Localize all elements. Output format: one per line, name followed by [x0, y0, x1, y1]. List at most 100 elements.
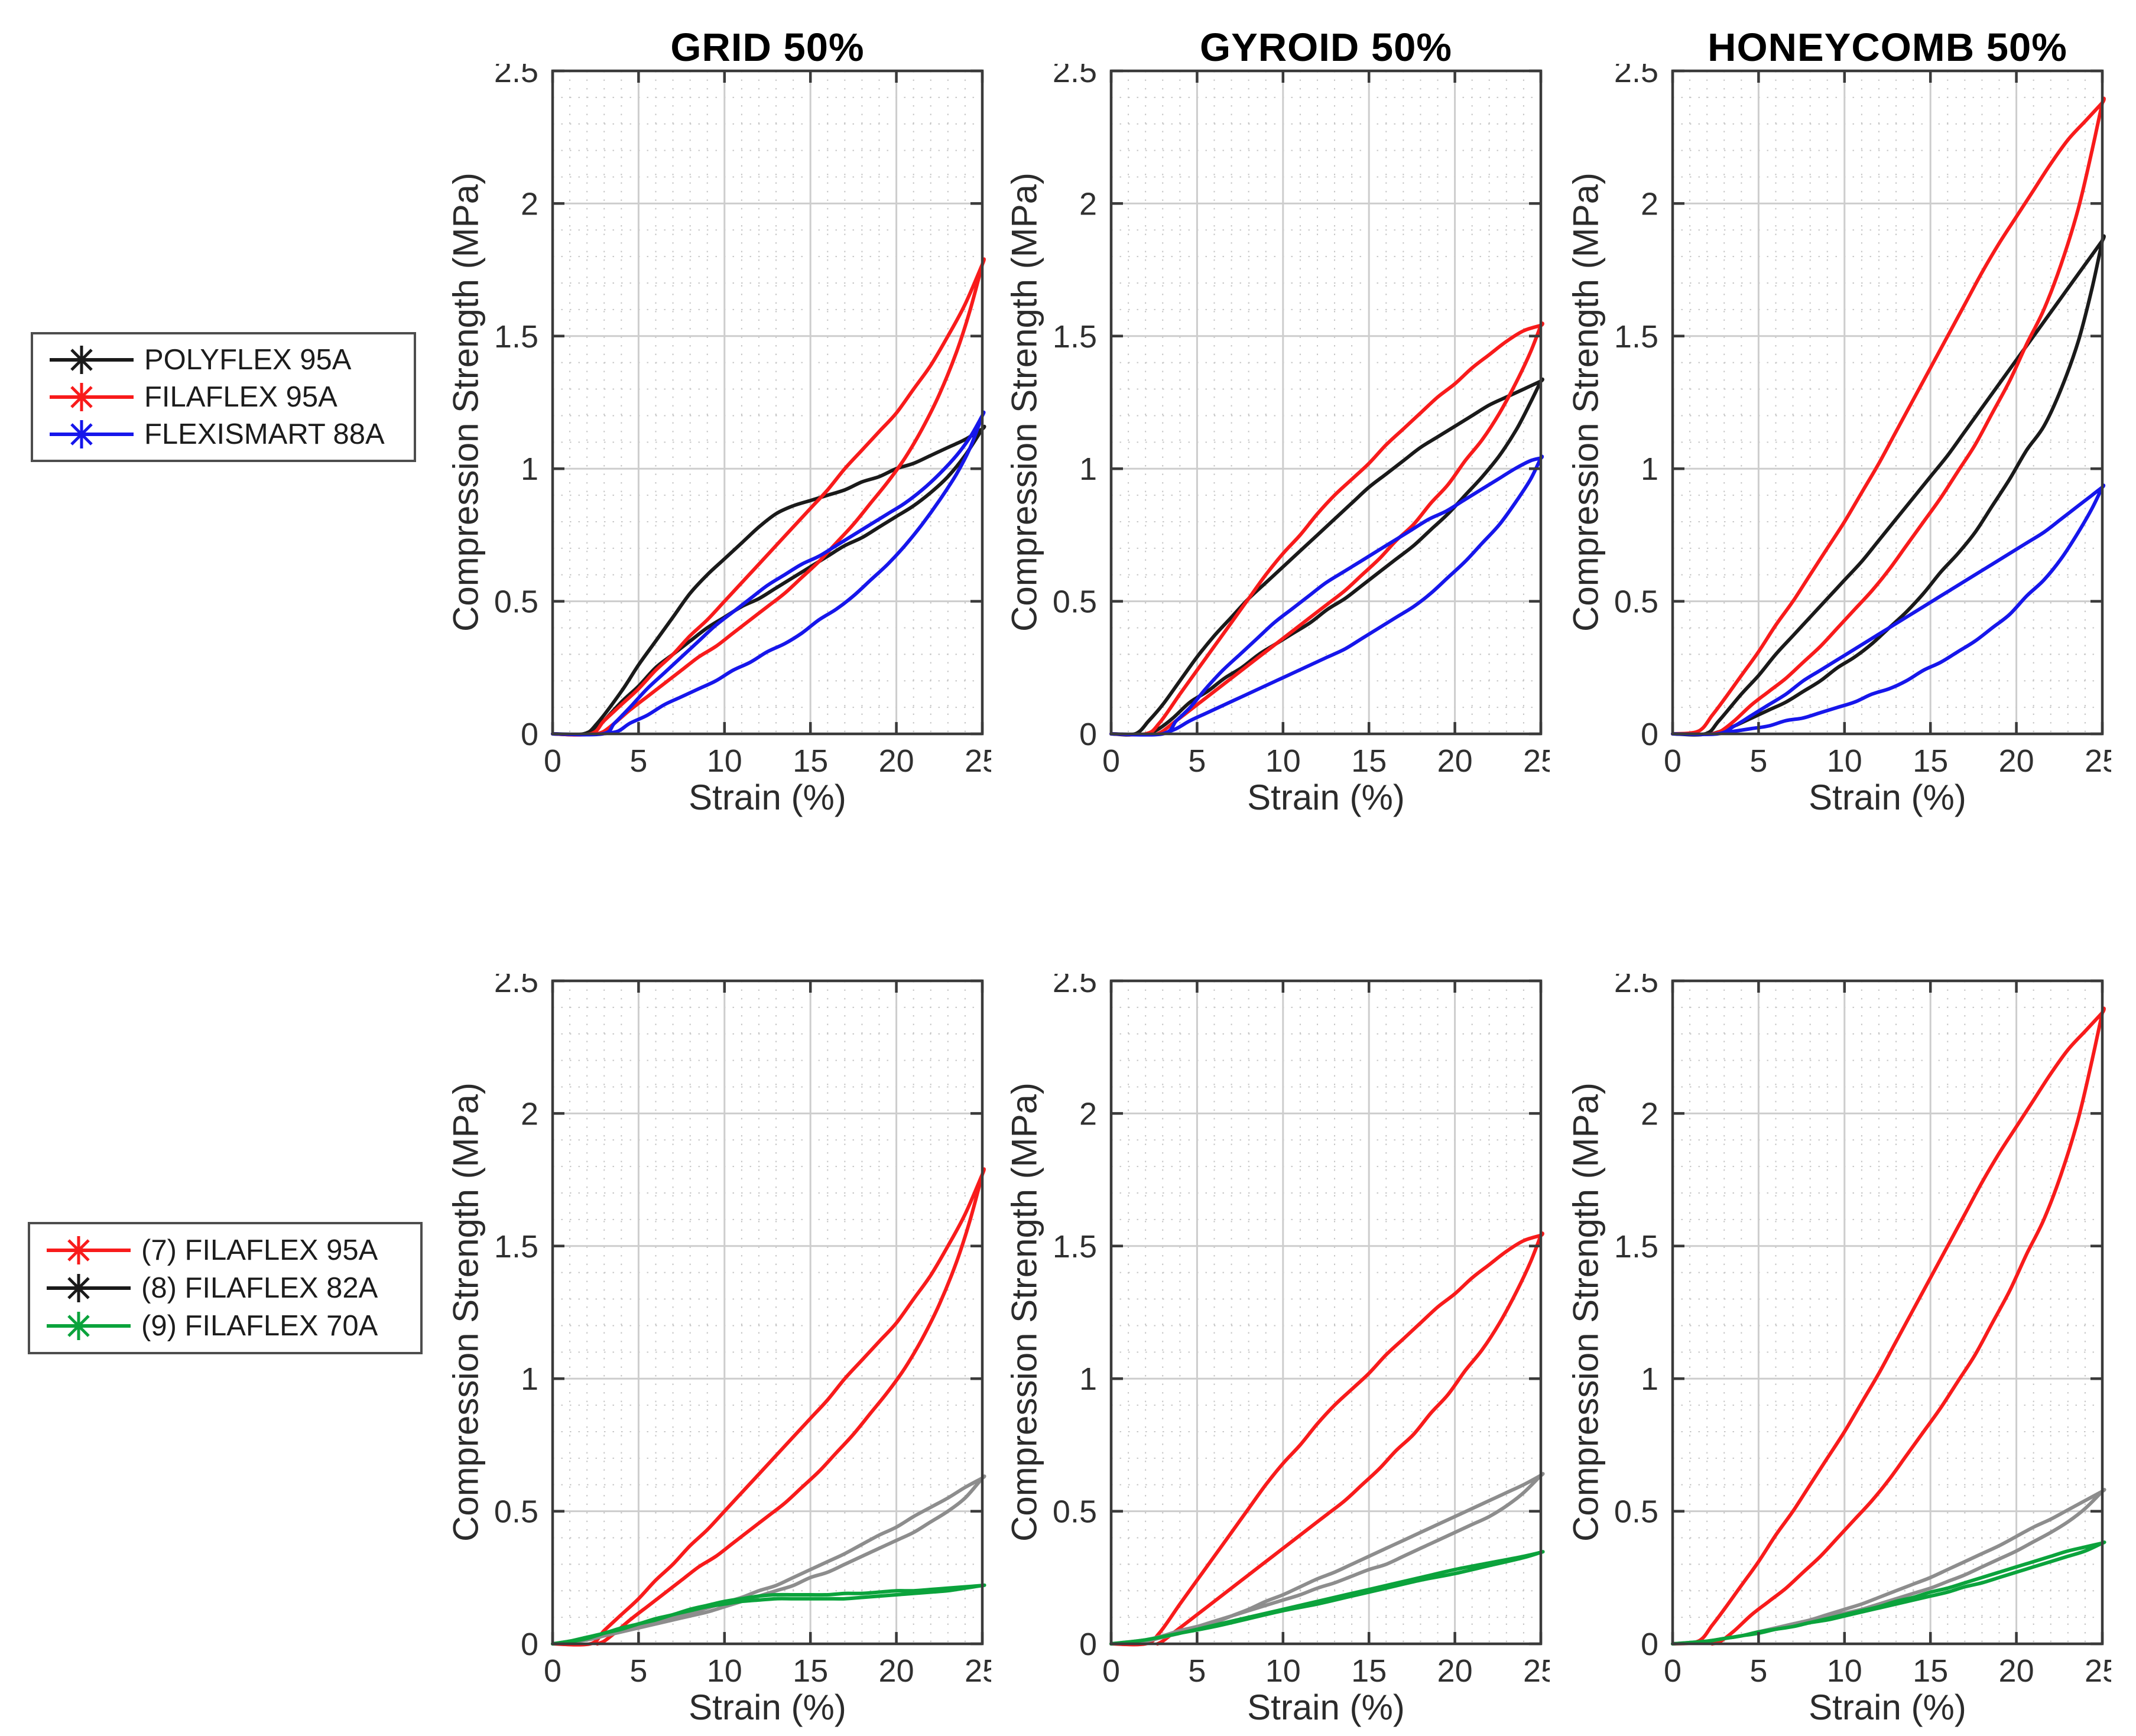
axes-frame	[551, 69, 984, 736]
tick-labels: 0 5 10 15 20 25 0 0.5 1 1.5 2 2.5	[494, 974, 991, 1689]
y-tick-label: 2.5	[1614, 974, 1658, 999]
legend-materials-bottom: (7) FILAFLEX 95A (8) FILAFLEX 82A (9) FI…	[28, 1222, 423, 1354]
x-tick-label: 20	[1437, 743, 1473, 779]
y-tick-label: 0	[521, 1627, 538, 1662]
star-marker-icon	[50, 382, 134, 411]
y-tick-label: 0.5	[1053, 584, 1097, 620]
y-tick-label: 0	[1079, 717, 1097, 752]
grid-major	[553, 981, 982, 1644]
x-tick-label: 10	[707, 743, 742, 779]
x-tick-label: 10	[1827, 1653, 1862, 1689]
y-tick-label: 1	[1079, 1361, 1097, 1397]
chart-gyroid-50-bottom: 0 5 10 15 20 25 0 0.5 1 1.5 2 2.5 Compression Stren…	[952, 974, 1550, 1736]
y-tick-label: 2	[1079, 1096, 1097, 1132]
y-axis-label: Compression Strength (MPa)	[1004, 1082, 1044, 1542]
plot-canvas: 0 5 10 15 20 25 0 0.5 1 1.5 2 2.5	[494, 974, 991, 1689]
grid-minor	[553, 71, 982, 734]
x-tick-label: 0	[1664, 743, 1681, 779]
chart-honeycomb-50-bottom: 0 5 10 15 20 25 0 0.5 1 1.5 2 2.5 Compression Stren…	[1513, 974, 2112, 1736]
chart-title: HONEYCOMB 50%	[1707, 25, 2067, 70]
y-axis-label: Compression Strength (MPa)	[1566, 1082, 1606, 1542]
grid-minor	[1673, 71, 2102, 734]
x-tick-label: 5	[629, 1653, 647, 1689]
y-tick-label: 1	[1641, 1361, 1658, 1397]
series-filaflex-95a	[1671, 96, 2106, 736]
x-axis-label: Strain (%)	[1809, 778, 1966, 817]
x-tick-label: 25	[2085, 743, 2111, 779]
x-tick-label: 5	[1749, 1653, 1767, 1689]
series-filaflex-95a	[1109, 321, 1544, 737]
x-tick-label: 15	[1351, 1653, 1387, 1689]
star-marker-icon	[50, 346, 134, 375]
chart-grid-50-top: GRID 50% 0 5 10 15 20 25 0 0.5 1 1.5 2 2.5 Compress…	[393, 25, 992, 826]
grid-major	[1673, 981, 2102, 1644]
x-tick-label: 0	[1102, 1653, 1120, 1689]
y-tick-label: 0	[1079, 1627, 1097, 1662]
grid-minor	[1673, 981, 2102, 1644]
y-tick-label: 0.5	[494, 1494, 538, 1530]
legend-item: POLYFLEX 95A	[38, 342, 409, 378]
y-tick-label: 1.5	[1614, 319, 1658, 355]
grid-minor	[1111, 981, 1541, 1644]
legend-item-label: FLEXISMART 88A	[144, 418, 385, 450]
y-tick-label: 0	[521, 717, 538, 752]
x-tick-label: 10	[1827, 743, 1862, 779]
legend-item-label: POLYFLEX 95A	[144, 344, 352, 376]
x-tick-label: 20	[1437, 1653, 1473, 1689]
chart-gyroid-50-top: GYROID 50% 0 5 10 15 20 25 0 0.5 1 1.5 2 2.5 Compre…	[952, 25, 1550, 826]
grid-major	[1111, 981, 1541, 1644]
star-marker-icon	[50, 420, 134, 448]
y-tick-label: 1.5	[1614, 1229, 1658, 1264]
x-tick-label: 25	[1523, 1653, 1550, 1689]
axes-frame	[1671, 979, 2104, 1646]
legend-item-label: (7) FILAFLEX 95A	[141, 1234, 378, 1266]
legend-item: FLEXISMART 88A	[38, 416, 409, 453]
y-tick-label: 2.5	[1614, 64, 1658, 89]
y-axis-label: Compression Strength (MPa)	[446, 173, 486, 632]
series-flexismart-88a	[1109, 454, 1544, 737]
legend-item: FILAFLEX 95A	[38, 379, 409, 415]
grid-major	[1111, 71, 1541, 734]
x-tick-label: 25	[1523, 743, 1550, 779]
chart-grid-50-bottom: 0 5 10 15 20 25 0 0.5 1 1.5 2 2.5 Compression Stren…	[393, 974, 992, 1736]
x-tick-label: 0	[544, 1653, 561, 1689]
y-tick-label: 0	[1641, 1627, 1658, 1662]
y-tick-label: 2.5	[1053, 64, 1097, 89]
x-tick-label: 10	[707, 1653, 742, 1689]
y-tick-label: 0.5	[1053, 1494, 1097, 1530]
grid-minor	[553, 981, 982, 1644]
x-tick-label: 15	[793, 1653, 828, 1689]
legend-item-label: (9) FILAFLEX 70A	[141, 1310, 378, 1342]
y-tick-label: 2.5	[494, 974, 538, 999]
legend-materials-top: POLYFLEX 95A FILAFLEX 95A FLEXISMART 88A	[31, 332, 416, 462]
x-tick-label: 10	[1265, 743, 1301, 779]
series-8-filaflex-82a	[1109, 1472, 1545, 1646]
y-axis-label: Compression Strength (MPa)	[1004, 173, 1044, 632]
x-tick-label: 5	[1749, 743, 1767, 779]
x-tick-label: 15	[1351, 743, 1387, 779]
axes-frame	[1109, 979, 1543, 1646]
grid-major	[1673, 71, 2102, 734]
series-9-filaflex-70a	[1671, 1540, 2106, 1646]
y-tick-label: 2	[1641, 186, 1658, 222]
x-tick-label: 5	[1188, 1653, 1206, 1689]
star-marker-icon	[47, 1236, 131, 1264]
series-polyflex-95a	[551, 424, 986, 737]
grid-major	[553, 71, 982, 734]
legend-item: (9) FILAFLEX 70A	[35, 1308, 415, 1344]
y-tick-label: 2.5	[494, 64, 538, 89]
grid-minor	[1111, 71, 1541, 734]
x-tick-label: 20	[879, 743, 914, 779]
tick-labels: 0 5 10 15 20 25 0 0.5 1 1.5 2 2.5	[1053, 64, 1550, 779]
x-axis-label: Strain (%)	[1247, 1688, 1405, 1727]
x-axis-label: Strain (%)	[1809, 1688, 1966, 1727]
series-7-filaflex-95a	[551, 1167, 986, 1647]
series-polyflex-95a	[1671, 234, 2106, 737]
x-tick-label: 25	[965, 1653, 991, 1689]
series-7-filaflex-95a	[1671, 1006, 2106, 1646]
series-7-filaflex-95a	[1109, 1231, 1544, 1647]
x-axis-label: Strain (%)	[689, 778, 846, 817]
legend-item: (7) FILAFLEX 95A	[35, 1232, 415, 1269]
chart-honeycomb-50-top: HONEYCOMB 50% 0 5 10 15 20 25 0 0.5 1 1.5 2 2.5 Com…	[1513, 25, 2112, 826]
y-tick-label: 1.5	[494, 319, 538, 355]
